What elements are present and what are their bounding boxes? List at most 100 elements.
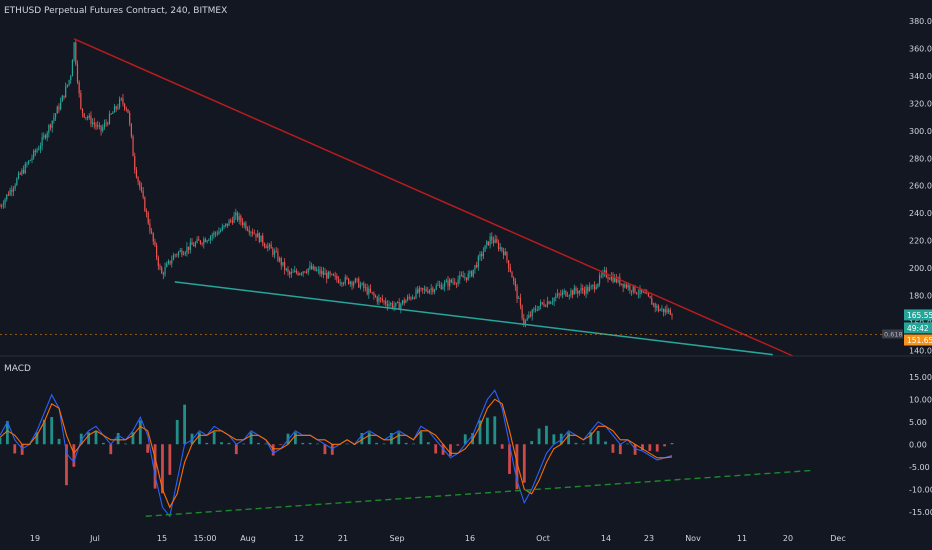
candle-body (309, 265, 311, 269)
candle-body (12, 188, 15, 192)
candle-body (482, 251, 484, 257)
candle-body (73, 42, 75, 60)
candle-body (270, 244, 272, 249)
candle-body (556, 293, 559, 297)
candle-body (430, 288, 432, 291)
candle-body (551, 301, 554, 303)
time-axis[interactable]: 19 Jul 15 15:00 Aug 12 21 Sep 16 Oct 14 23 Nov 11 20 De… (30, 534, 846, 543)
candle-body (652, 303, 655, 305)
candle-body (565, 290, 567, 297)
candle-body (284, 262, 286, 270)
fib-level-tag (882, 329, 903, 339)
candle-body (366, 287, 368, 295)
macd-histogram-bar (257, 442, 260, 445)
candle-body (425, 288, 427, 292)
candle-body (150, 231, 153, 233)
candle-body (302, 271, 304, 274)
candle-body (467, 273, 469, 280)
macd-histogram-bar (279, 444, 283, 445)
candle-body (671, 314, 673, 316)
macd-histogram-bar (478, 420, 482, 445)
candle-body (558, 293, 560, 295)
candle-body (598, 275, 601, 284)
candle-body (521, 305, 523, 319)
candle-body (395, 302, 397, 306)
candle-body (380, 297, 382, 299)
candle-body (415, 289, 417, 299)
candle-body (166, 263, 168, 268)
candle-body (620, 283, 623, 285)
candle-body (157, 257, 159, 266)
candle-body (248, 230, 250, 233)
candle-body (60, 101, 62, 110)
candle-body (21, 169, 23, 175)
candle-body (543, 303, 545, 306)
candle-body (526, 318, 528, 321)
macd-histogram-bar (663, 444, 667, 447)
candle-body (260, 235, 262, 242)
macd-histogram-bar (13, 444, 17, 454)
candle-body (561, 292, 564, 295)
candle-body (142, 190, 144, 198)
macd-histogram-bar (146, 444, 150, 453)
candle-body (43, 135, 45, 138)
candle-body (167, 260, 170, 264)
candle-body (418, 287, 420, 293)
candle-body (642, 292, 644, 293)
candle-body (228, 220, 230, 226)
candle-body (331, 273, 333, 275)
candle-body (388, 304, 390, 307)
macd-histogram-bar (42, 419, 46, 445)
candle-body (566, 296, 569, 297)
candle-body (393, 305, 395, 308)
candle-body (29, 159, 31, 161)
support-trendline[interactable] (174, 281, 773, 356)
candle-body (477, 256, 479, 268)
candle-body (95, 124, 97, 127)
macd-histogram-bar (293, 432, 297, 445)
macd-pane[interactable]: 15.00 10.00 5.00 0.00 -5.00 -10.00 -15.00 (0, 373, 932, 518)
price-pane[interactable]: 380.00 360.00 340.00 320.00 300.00 280.00 260.… (0, 17, 932, 357)
candle-body (36, 149, 38, 153)
candle-body (630, 290, 633, 292)
candle-body (501, 247, 503, 251)
candle-body (209, 236, 212, 240)
candle-body (531, 309, 533, 317)
candle-body (528, 315, 530, 319)
price-tick-label: 240.00 (909, 209, 932, 218)
candle-body (253, 233, 255, 235)
candle-body (53, 117, 55, 121)
candle-body (513, 277, 515, 281)
candle-body (129, 112, 131, 124)
candle-body (646, 293, 648, 295)
candle-body (573, 287, 575, 295)
candle-body (403, 300, 405, 304)
resistance-trendline[interactable] (73, 38, 794, 357)
candle-body (487, 241, 490, 246)
macd-trendline[interactable] (145, 469, 814, 517)
candle-body (593, 285, 596, 290)
candle-body (629, 285, 631, 291)
candle-body (470, 271, 473, 277)
macd-histogram-bar (485, 417, 489, 445)
candle-body (514, 280, 516, 287)
candle-body (154, 241, 156, 246)
macd-histogram-bar (633, 444, 637, 455)
time-tick-label: Aug (240, 534, 256, 543)
candle-body (523, 318, 525, 324)
candle-body (41, 137, 43, 147)
candle-body (619, 277, 621, 285)
macd-histogram-bar (604, 441, 607, 445)
macd-histogram-bar (131, 432, 135, 445)
macd-histogram-bar (175, 419, 179, 445)
candle-body (545, 305, 547, 307)
macd-histogram-bar (301, 442, 305, 445)
macd-histogram-bar (522, 444, 526, 483)
candle-body (216, 233, 218, 235)
macd-histogram-bar (330, 444, 334, 455)
candle-body (135, 169, 138, 178)
candle-body (214, 232, 217, 234)
candle-body (226, 223, 228, 226)
candle-body (516, 286, 518, 299)
